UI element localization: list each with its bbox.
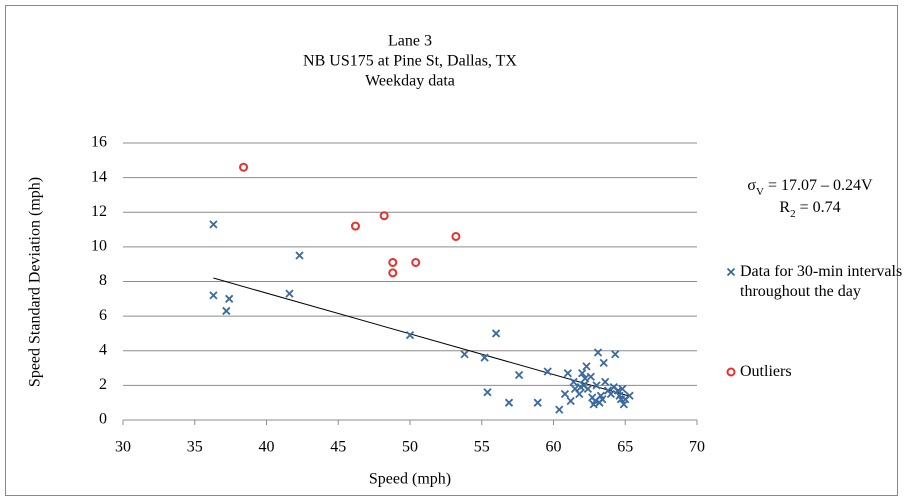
data-point bbox=[222, 306, 231, 316]
outlier-point bbox=[239, 162, 249, 172]
chart-title: Lane 3 bbox=[388, 33, 432, 50]
annotation: R2 = 0.74 bbox=[779, 199, 840, 220]
x-tick-label: 70 bbox=[689, 439, 705, 456]
x-tick-label: 30 bbox=[115, 439, 131, 456]
outlier-point bbox=[388, 257, 398, 267]
data-point bbox=[225, 294, 234, 303]
y-tick-label: 6 bbox=[99, 307, 107, 324]
x-tick-label: 40 bbox=[259, 439, 275, 456]
y-tick-label: 0 bbox=[99, 411, 107, 428]
y-axis-label: Speed Standard Deviation (mph) bbox=[27, 177, 44, 387]
legend-entry: Data for 30-min intervals throughout the… bbox=[740, 263, 903, 300]
data-point bbox=[209, 291, 218, 300]
data-point bbox=[555, 405, 564, 414]
data-point bbox=[586, 372, 595, 381]
data-point bbox=[575, 389, 584, 399]
data-point bbox=[405, 331, 415, 340]
data-point bbox=[480, 353, 489, 362]
x-tick-label: 35 bbox=[187, 439, 203, 456]
chart-border bbox=[5, 5, 898, 496]
trendline bbox=[213, 277, 629, 397]
data-point bbox=[491, 329, 501, 338]
y-tick-label: 12 bbox=[91, 203, 107, 220]
y-tick-label: 16 bbox=[91, 134, 107, 151]
data-point bbox=[285, 289, 294, 298]
data-point bbox=[582, 362, 591, 371]
data-point bbox=[209, 220, 218, 229]
data-point bbox=[566, 396, 575, 406]
outlier-point bbox=[350, 221, 360, 231]
y-tick-label: 2 bbox=[99, 376, 107, 393]
data-point bbox=[295, 251, 304, 260]
y-tick-label: 4 bbox=[99, 341, 107, 358]
data-point bbox=[592, 381, 601, 390]
data-point bbox=[569, 377, 578, 387]
annotation: σV = 17.07 – 0.24V bbox=[747, 177, 873, 198]
x-tick-label: 65 bbox=[617, 439, 633, 456]
data-point bbox=[514, 370, 524, 380]
outlier-point bbox=[379, 211, 389, 221]
x-tick-label: 55 bbox=[474, 439, 490, 456]
data-point bbox=[560, 389, 570, 399]
x-tick-label: 50 bbox=[402, 439, 418, 456]
x-tick-label: 60 bbox=[546, 439, 562, 456]
data-point bbox=[601, 377, 610, 387]
y-tick-label: 8 bbox=[99, 272, 107, 289]
data-point bbox=[598, 395, 607, 404]
data-point bbox=[533, 398, 542, 407]
data-point bbox=[599, 358, 608, 368]
annotation-part: V bbox=[756, 186, 764, 198]
data-point bbox=[590, 396, 600, 406]
legend-entry: Outliers bbox=[740, 363, 792, 380]
outlier-point bbox=[411, 257, 421, 267]
outlier-point bbox=[388, 268, 398, 278]
y-tick-label: 10 bbox=[91, 238, 107, 255]
data-point bbox=[583, 384, 593, 393]
data-point bbox=[611, 350, 620, 359]
x-tick-label: 45 bbox=[330, 439, 346, 456]
annotation-part: 2 bbox=[790, 208, 796, 220]
data-point bbox=[504, 398, 514, 407]
data-point bbox=[460, 350, 469, 359]
data-point bbox=[580, 374, 590, 383]
data-point bbox=[578, 369, 587, 378]
data-point bbox=[543, 367, 552, 376]
annotation-part: = 0.74 bbox=[796, 199, 841, 216]
data-point bbox=[606, 389, 616, 399]
annotation-part: σ bbox=[747, 177, 756, 194]
data-point bbox=[563, 369, 572, 378]
data-point bbox=[576, 382, 585, 392]
chart-title: NB US175 at Pine St, Dallas, TX bbox=[303, 53, 517, 70]
annotation-part: = 17.07 – 0.24V bbox=[764, 177, 873, 194]
legend-marker bbox=[726, 267, 736, 277]
data-point bbox=[593, 348, 603, 357]
data-point bbox=[483, 388, 492, 397]
data-point bbox=[625, 391, 634, 400]
x-axis-label: Speed (mph) bbox=[369, 471, 451, 488]
chart-title: Weekday data bbox=[365, 73, 455, 90]
data-point bbox=[618, 384, 627, 393]
data-point bbox=[616, 395, 626, 404]
outlier-point bbox=[451, 231, 461, 241]
annotation-part: R bbox=[779, 199, 790, 216]
y-tick-label: 14 bbox=[91, 168, 107, 185]
legend-marker bbox=[726, 367, 736, 377]
